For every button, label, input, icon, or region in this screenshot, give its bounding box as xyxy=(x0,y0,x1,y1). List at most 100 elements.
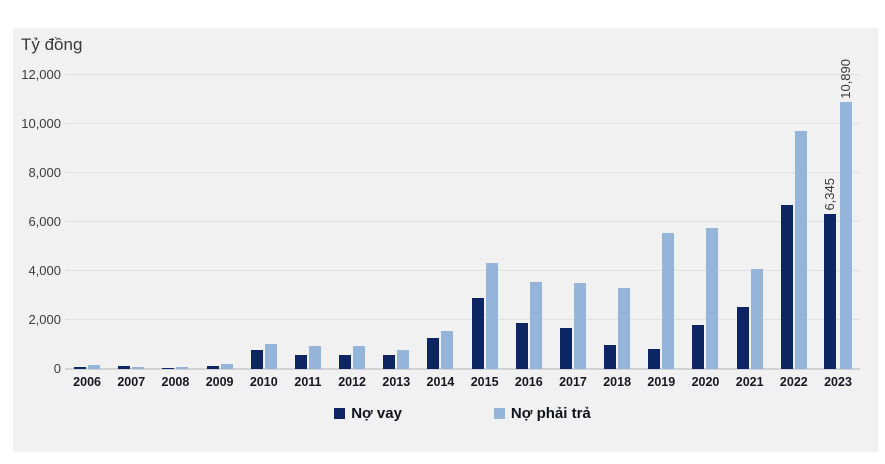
bar-group-2006 xyxy=(65,75,109,369)
y-tick-label: 6,000 xyxy=(28,214,61,229)
y-tick-label: 12,000 xyxy=(21,67,61,82)
legend-swatch xyxy=(493,408,505,419)
x-tick-label: 2013 xyxy=(382,375,411,389)
bar-column xyxy=(471,297,484,369)
y-axis-labels: 0 2,000 4,000 6,000 8,000 10,000 12,000 xyxy=(13,67,65,376)
bar xyxy=(118,366,131,369)
chart-panel: Tỷ đồng 0 2,000 4,000 6,000 8,000 10,000 12,00… xyxy=(13,28,878,452)
bar-column xyxy=(706,228,719,369)
bar-column xyxy=(206,365,219,369)
bar xyxy=(250,350,263,369)
bar-column xyxy=(618,288,631,369)
x-tick-label: 2015 xyxy=(470,375,499,389)
bar-column xyxy=(353,345,366,369)
bar-column xyxy=(604,345,617,369)
bar xyxy=(397,349,410,369)
bar-column xyxy=(573,283,586,369)
bar xyxy=(88,365,101,369)
bar-group-2016 xyxy=(507,75,551,369)
gridline xyxy=(65,270,860,271)
bar-column xyxy=(220,364,233,369)
bar xyxy=(264,343,277,369)
x-tick-label: 2008 xyxy=(161,375,190,389)
bar xyxy=(220,364,233,369)
bar-column xyxy=(264,343,277,369)
gridline xyxy=(65,123,860,124)
bar-column: 6,345 xyxy=(822,178,837,369)
bar xyxy=(750,268,763,369)
x-axis-labels: 2006 2007 2008 2009 2010 2011 2012 2013 2014 2015… xyxy=(65,369,860,389)
bar-column xyxy=(427,337,440,369)
x-axis-line xyxy=(65,368,860,370)
data-label: 6,345 xyxy=(822,178,837,211)
gridline xyxy=(65,221,860,222)
x-tick-label: 2023 xyxy=(824,375,852,389)
bar-column xyxy=(176,366,189,369)
bar-column xyxy=(250,350,263,369)
bar-column xyxy=(794,131,807,369)
bar xyxy=(618,288,631,369)
x-tick-label: 2006 xyxy=(73,375,101,389)
gridline xyxy=(65,319,860,320)
bar-column xyxy=(132,366,145,369)
bar-group-2017 xyxy=(551,75,595,369)
bar-column xyxy=(74,366,87,369)
x-tick-label: 2020 xyxy=(691,375,720,389)
bar xyxy=(132,366,145,369)
bar xyxy=(471,297,484,369)
bar xyxy=(176,366,189,369)
bar xyxy=(383,354,396,369)
bar xyxy=(529,281,542,369)
bar-column xyxy=(692,324,705,369)
bar-group-2020 xyxy=(683,75,727,369)
bar-group-2008 xyxy=(153,75,197,369)
bar-group-2019 xyxy=(639,75,683,369)
bars-row: 6,345 10,890 xyxy=(65,59,860,369)
y-tick-label: 10,000 xyxy=(21,116,61,131)
bar-column xyxy=(383,354,396,369)
bar xyxy=(840,102,852,369)
legend-label: Nợ vay xyxy=(351,405,402,422)
bar-group-2023: 6,345 10,890 xyxy=(816,59,860,369)
bar-column xyxy=(294,355,307,369)
y-tick-label: 2,000 xyxy=(28,312,61,327)
bar-column xyxy=(780,205,793,369)
bar-group-2014 xyxy=(418,75,462,369)
bar xyxy=(353,345,366,369)
bar-column xyxy=(397,349,410,369)
bar xyxy=(308,346,321,369)
legend: Nợ vay Nợ phải trả xyxy=(65,405,860,422)
bar-column xyxy=(485,262,498,369)
bar-column xyxy=(750,268,763,369)
bar xyxy=(736,306,749,369)
bar xyxy=(74,366,87,369)
bar xyxy=(662,233,675,369)
bar-group-2015 xyxy=(463,75,507,369)
bar-group-2011 xyxy=(286,75,330,369)
data-label: 10,890 xyxy=(838,59,853,100)
x-tick-label: 2022 xyxy=(779,375,808,389)
x-tick-label: 2010 xyxy=(249,375,278,389)
bar xyxy=(339,355,352,369)
y-tick-label: 4,000 xyxy=(28,263,61,278)
bar xyxy=(824,213,836,369)
x-tick-label: 2011 xyxy=(294,375,322,389)
bar xyxy=(485,262,498,369)
x-tick-label: 2018 xyxy=(603,375,632,389)
y-tick-label: 8,000 xyxy=(28,165,61,180)
bar xyxy=(427,337,440,369)
legend-item: Nợ vay xyxy=(334,405,402,422)
bar xyxy=(162,368,175,369)
bar-column xyxy=(662,233,675,369)
x-tick-label: 2009 xyxy=(205,375,234,389)
bar-group-2012 xyxy=(330,75,374,369)
plot-wrap: 0 2,000 4,000 6,000 8,000 10,000 12,000 6,345 1… xyxy=(13,59,878,376)
x-tick-label: 2012 xyxy=(338,375,367,389)
gridline xyxy=(65,172,860,173)
gridline xyxy=(65,74,860,75)
legend-swatch xyxy=(334,408,346,419)
bar xyxy=(780,205,793,369)
legend-item: Nợ phải trả xyxy=(493,405,591,422)
bar-group-2013 xyxy=(374,75,418,369)
bar xyxy=(206,365,219,369)
